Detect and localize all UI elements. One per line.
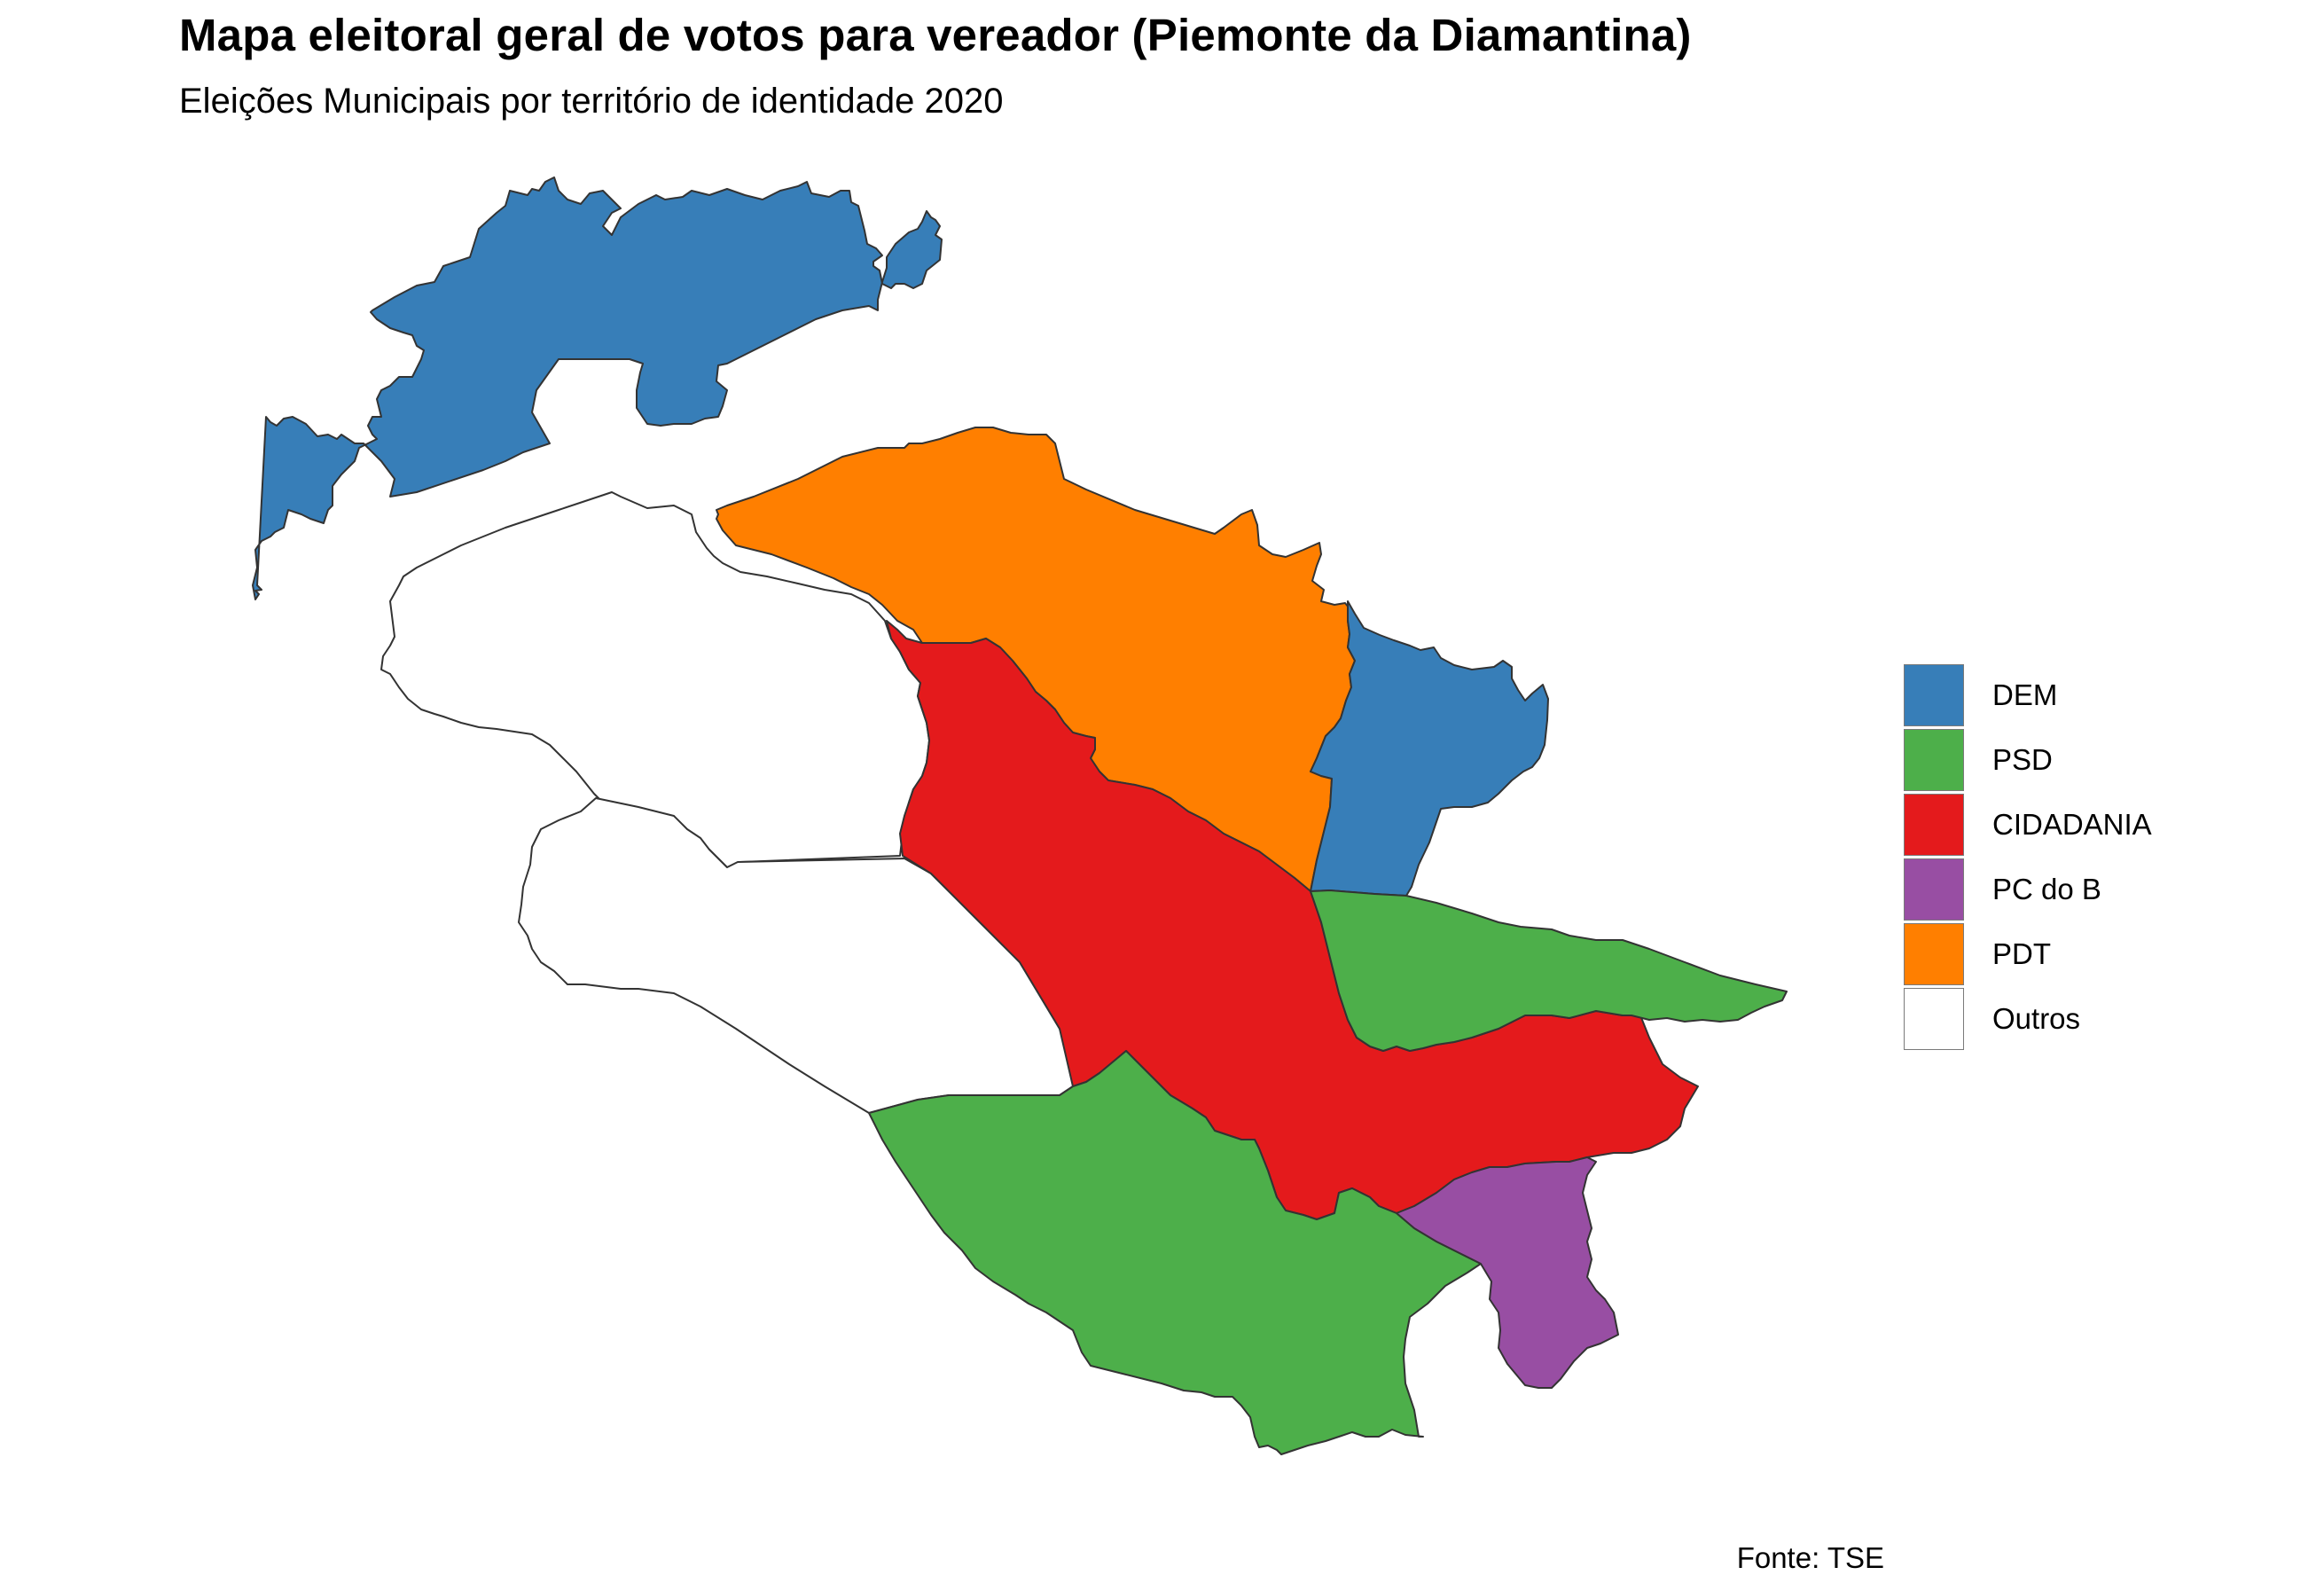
region-ne xyxy=(1310,889,1788,1052)
legend-item-pdt: PDT xyxy=(1904,923,2187,988)
region-nw xyxy=(252,176,943,600)
legend-swatch-pcdob xyxy=(1904,858,1964,921)
map-title: Mapa eleitoral geral de votos para verea… xyxy=(179,10,1692,60)
legend-swatch-dem xyxy=(1904,664,1964,726)
legend-swatch-psd xyxy=(1904,729,1964,791)
legend-item-outros: Outros xyxy=(1904,988,2187,1053)
region-s xyxy=(868,1050,1482,1455)
legend-swatch-cidadania xyxy=(1904,794,1964,856)
region-se xyxy=(1396,1156,1619,1389)
legend-item-cidadania: CIDADANIA xyxy=(1904,794,2187,858)
legend-label-cidadania: CIDADANIA xyxy=(1992,808,2152,841)
legend-label-dem: DEM xyxy=(1992,678,2058,711)
legend-swatch-outros xyxy=(1904,988,1964,1050)
legend-label-pcdob: PC do B xyxy=(1992,873,2101,905)
legend: DEM PSD CIDADANIA PC do B PDT Outros xyxy=(1904,664,2187,1053)
region-c xyxy=(886,620,1699,1220)
source-caption: Fonte: TSE xyxy=(1736,1541,1884,1574)
legend-item-dem: DEM xyxy=(1904,664,2187,729)
legend-label-pdt: PDT xyxy=(1992,937,2051,970)
legend-label-outros: Outros xyxy=(1992,1002,2081,1035)
legend-label-psd: PSD xyxy=(1992,743,2053,776)
legend-item-psd: PSD xyxy=(1904,729,2187,794)
region-e xyxy=(1310,600,1549,897)
legend-swatch-pdt xyxy=(1904,923,1964,985)
map-subtitle: Eleições Municipais por território de id… xyxy=(179,82,1004,121)
legend-item-pcdob: PC do B xyxy=(1904,858,2187,923)
